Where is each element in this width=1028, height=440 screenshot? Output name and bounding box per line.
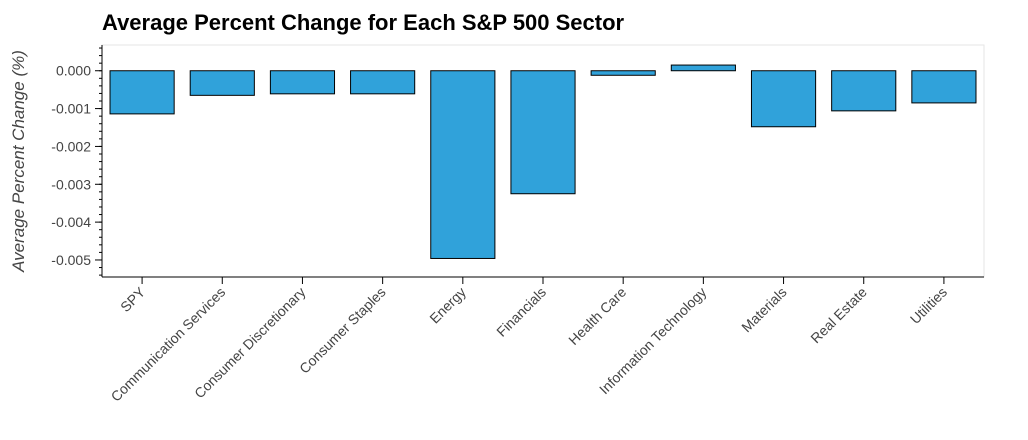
bar-information-technology <box>670 64 736 72</box>
bar-materials <box>750 70 817 128</box>
bar-consumer-staples <box>350 70 416 95</box>
bar-utilities <box>911 70 977 104</box>
y-tick-label: -0.004 <box>51 214 91 230</box>
x-tick-label: Materials <box>738 284 789 335</box>
y-axis-title: Average Percent Change (%) <box>9 50 28 273</box>
x-tick-label: Consumer Staples <box>296 284 389 377</box>
x-tick-label: Utilities <box>907 284 950 327</box>
y-tick-label: -0.001 <box>51 101 91 117</box>
y-axis: 0.000 -0.001 -0.002 -0.003 -0.004 -0.005 <box>51 45 103 277</box>
x-tick-label: Real Estate <box>807 284 870 347</box>
x-tick-label: Financials <box>493 284 549 340</box>
bar-consumer-discretionary <box>269 70 336 95</box>
bar-health-care <box>590 70 656 76</box>
x-tick-label: Health Care <box>565 284 629 348</box>
y-tick-label: 0.000 <box>56 63 91 79</box>
bar-financials <box>510 70 576 195</box>
x-tick-label: Energy <box>426 284 469 327</box>
bars-group <box>109 64 977 259</box>
bar-spy <box>109 70 175 115</box>
y-tick-label: -0.002 <box>51 138 91 154</box>
y-tick-label: -0.003 <box>51 176 91 192</box>
x-tick-label: SPY <box>117 283 149 315</box>
y-tick-label: -0.005 <box>51 252 91 268</box>
bar-energy <box>430 70 496 259</box>
bar-communication-services <box>189 70 255 96</box>
chart-title: Average Percent Change for Each S&P 500 … <box>102 10 625 35</box>
bar-real-estate <box>831 70 897 112</box>
